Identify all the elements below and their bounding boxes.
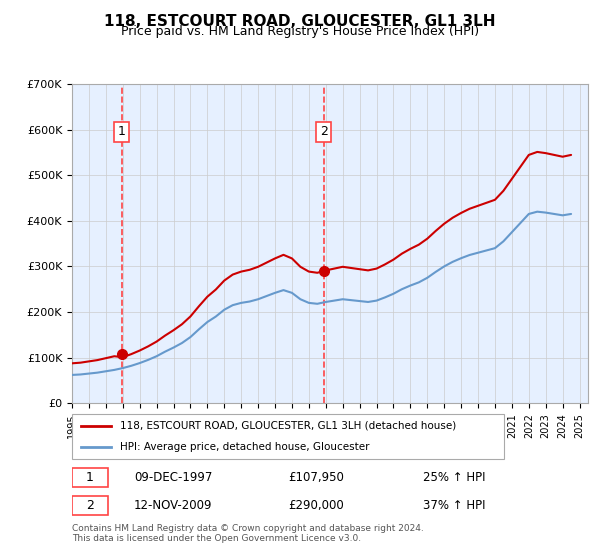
Text: 25% ↑ HPI: 25% ↑ HPI [423,471,485,484]
FancyBboxPatch shape [72,414,504,459]
Text: £290,000: £290,000 [289,499,344,512]
Text: 1: 1 [86,471,94,484]
Text: £107,950: £107,950 [289,471,344,484]
Text: 118, ESTCOURT ROAD, GLOUCESTER, GL1 3LH (detached house): 118, ESTCOURT ROAD, GLOUCESTER, GL1 3LH … [119,421,456,431]
Text: Contains HM Land Registry data © Crown copyright and database right 2024.
This d: Contains HM Land Registry data © Crown c… [72,524,424,543]
Text: 37% ↑ HPI: 37% ↑ HPI [423,499,485,512]
Text: Price paid vs. HM Land Registry's House Price Index (HPI): Price paid vs. HM Land Registry's House … [121,25,479,38]
Text: HPI: Average price, detached house, Gloucester: HPI: Average price, detached house, Glou… [119,442,369,452]
Text: 2: 2 [320,125,328,138]
Text: 118, ESTCOURT ROAD, GLOUCESTER, GL1 3LH: 118, ESTCOURT ROAD, GLOUCESTER, GL1 3LH [104,14,496,29]
FancyBboxPatch shape [72,468,108,487]
Text: 12-NOV-2009: 12-NOV-2009 [134,499,212,512]
Text: 2: 2 [86,499,94,512]
Text: 1: 1 [118,125,125,138]
Text: 09-DEC-1997: 09-DEC-1997 [134,471,212,484]
FancyBboxPatch shape [72,496,108,515]
